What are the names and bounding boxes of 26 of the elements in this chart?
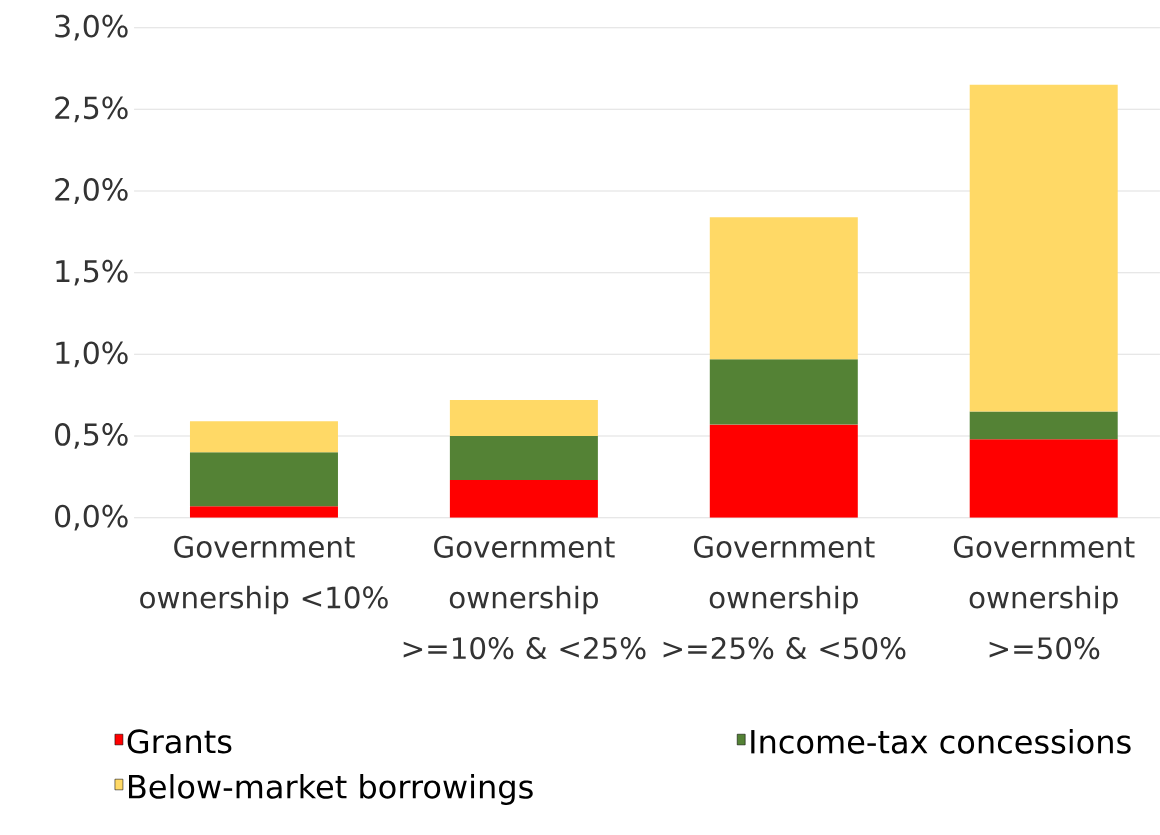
bar bbox=[969, 439, 1118, 518]
y-tick-label: 0,5% bbox=[55, 423, 128, 449]
legend-label: Below-market borrowings bbox=[129, 774, 533, 805]
bar bbox=[709, 359, 858, 425]
x-tick-label: Government ownership <10% bbox=[140, 535, 388, 615]
bar bbox=[189, 506, 338, 518]
legend-label: Income-tax concessions bbox=[751, 729, 1131, 754]
x-tick-label: Government ownership >=10% & <25% bbox=[403, 535, 646, 660]
legend-label: Grants bbox=[127, 729, 232, 754]
bar bbox=[709, 217, 858, 360]
y-tick-label: 1,5% bbox=[56, 259, 128, 286]
bar bbox=[969, 84, 1118, 412]
x-tick-label: Government ownership >=50% bbox=[953, 535, 1135, 660]
bar bbox=[189, 421, 338, 453]
y-tick-label: 2,0% bbox=[55, 178, 128, 204]
bar bbox=[449, 480, 598, 518]
y-tick-label: 0,0% bbox=[55, 504, 128, 531]
bar bbox=[969, 411, 1118, 440]
y-tick-label: 1,0% bbox=[56, 341, 128, 368]
bar bbox=[189, 452, 338, 507]
bar bbox=[709, 424, 858, 518]
x-tick-label: Government ownership >=25% & <50% bbox=[663, 535, 906, 660]
y-tick-label: 3,0% bbox=[55, 14, 128, 41]
bar bbox=[449, 400, 598, 436]
bar bbox=[449, 435, 598, 481]
y-tick-label: 2,5% bbox=[55, 96, 128, 123]
